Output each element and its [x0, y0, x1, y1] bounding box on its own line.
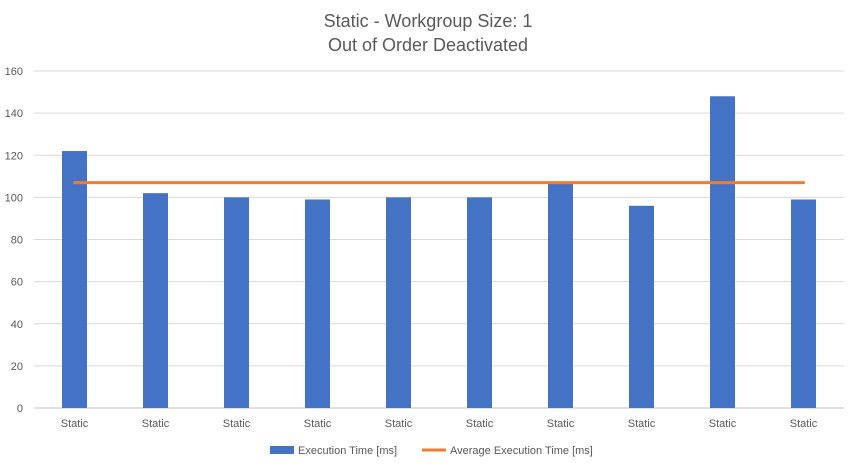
y-tick-label: 100 [5, 192, 23, 204]
legend: Execution Time [ms] Average Execution Ti… [270, 445, 593, 457]
x-axis-tick-labels: Static Static Static Static Static Static Stat… [61, 418, 818, 430]
x-tick-label: Static [790, 418, 818, 430]
legend-label-average-execution-time: Average Execution Time [ms] [450, 445, 593, 457]
legend-label-execution-time: Execution Time [ms] [298, 445, 397, 457]
x-tick-label: Static [142, 418, 170, 430]
bar-series [62, 96, 816, 409]
y-tick-label: 20 [11, 361, 23, 373]
y-tick-label: 0 [17, 403, 23, 415]
bar [467, 197, 492, 408]
chart-subtitle: Out of Order Deactivated [328, 35, 528, 55]
x-tick-label: Static [547, 418, 575, 430]
x-tick-label: Static [304, 418, 332, 430]
bar [548, 182, 573, 408]
bar [305, 199, 330, 408]
y-tick-label: 140 [5, 108, 23, 120]
y-tick-label: 60 [11, 277, 23, 289]
x-tick-label: Static [223, 418, 251, 430]
x-tick-label: Static [385, 418, 413, 430]
bar [386, 197, 411, 408]
y-tick-label: 80 [11, 235, 23, 247]
bar [224, 197, 249, 408]
bar [791, 199, 816, 408]
chart-title: Static - Workgroup Size: 1 [324, 11, 533, 31]
x-tick-label: Static [61, 418, 89, 430]
x-tick-label: Static [466, 418, 494, 430]
gridlines [34, 70, 844, 409]
bar [62, 151, 87, 408]
bar [143, 193, 168, 408]
y-tick-label: 160 [5, 66, 23, 78]
y-tick-label: 40 [11, 319, 23, 331]
bar [629, 205, 654, 408]
bar [710, 96, 735, 409]
y-tick-label: 120 [5, 150, 23, 162]
x-tick-label: Static [628, 418, 656, 430]
x-tick-label: Static [709, 418, 737, 430]
y-axis-tick-labels: 0 20 40 60 80 100 120 140 160 [5, 66, 23, 415]
legend-swatch-execution-time [270, 446, 294, 454]
